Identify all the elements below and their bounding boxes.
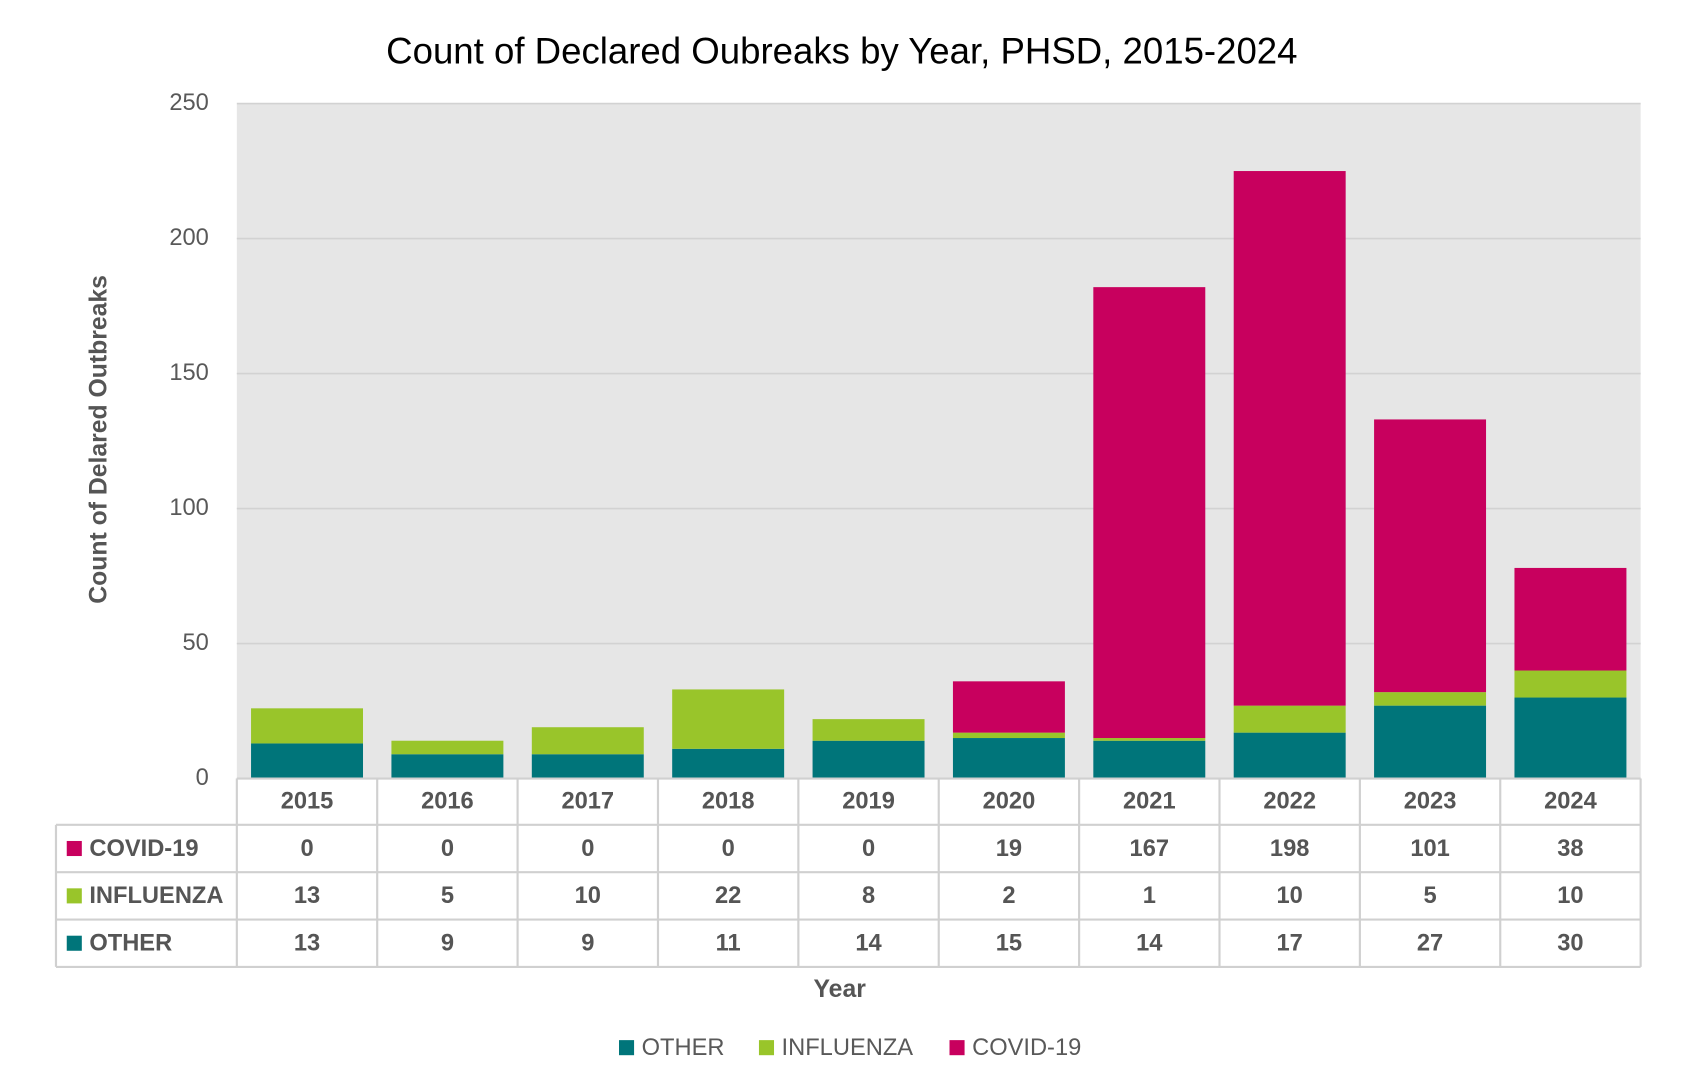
y-tick-label: 150 — [169, 360, 209, 386]
y-tick-label: 250 — [169, 90, 209, 116]
table-row-label: COVID-19 — [89, 836, 198, 862]
legend-label: COVID-19 — [972, 1035, 1081, 1061]
table-value: 8 — [862, 883, 875, 909]
table-value: 19 — [996, 836, 1022, 862]
table-value: 17 — [1277, 931, 1303, 957]
bar-segment — [1093, 287, 1206, 739]
bar-segment — [531, 727, 644, 755]
legend-key — [758, 1040, 775, 1056]
bar-segment — [1514, 567, 1627, 671]
table-row-label: INFLUENZA — [89, 883, 223, 909]
table-value: 5 — [441, 883, 454, 909]
x-tick-label: 2023 — [1404, 788, 1457, 814]
table-value: 167 — [1130, 836, 1170, 862]
x-tick-label: 2024 — [1544, 788, 1597, 814]
table-value: 15 — [996, 931, 1022, 957]
x-tick-label: 2016 — [421, 788, 474, 814]
legend-key — [949, 1040, 965, 1056]
bar-segment — [251, 743, 364, 779]
table-value: 38 — [1557, 836, 1583, 862]
bar-segment — [251, 708, 364, 744]
table-value: 0 — [441, 836, 454, 862]
table-value: 0 — [581, 836, 594, 862]
bar-segment — [672, 748, 785, 779]
table-value: 11 — [716, 931, 741, 957]
table-value: 10 — [1557, 883, 1583, 909]
bar-segment — [812, 740, 925, 779]
bar-segment — [1233, 171, 1346, 706]
table-value: 13 — [294, 931, 320, 957]
bar-segment — [1374, 419, 1487, 693]
bar-segment — [672, 689, 785, 749]
table-value: 101 — [1410, 836, 1449, 862]
table-value: 1 — [1143, 883, 1156, 909]
x-tick-label: 2015 — [281, 788, 334, 814]
bar-segment — [1093, 738, 1206, 741]
bar-segment — [812, 719, 925, 741]
table-value: 9 — [581, 931, 594, 957]
bar-segment — [1514, 697, 1627, 779]
legend-key — [619, 1040, 635, 1056]
y-tick-label: 200 — [169, 225, 209, 251]
table-value: 10 — [575, 883, 601, 909]
bar-segment — [1514, 670, 1627, 698]
table-value: 14 — [1136, 931, 1163, 957]
table-value: 14 — [855, 931, 882, 957]
bar-segment — [1374, 705, 1487, 779]
table-value: 10 — [1277, 883, 1303, 909]
table-value: 198 — [1270, 836, 1309, 862]
table-legend-key — [66, 840, 82, 857]
bar-segment — [1374, 692, 1487, 706]
x-tick-label: 2017 — [561, 788, 614, 814]
table-value: 30 — [1557, 931, 1583, 957]
chart-title: Count of Declared Oubreaks by Year, PHSD… — [386, 31, 1297, 72]
table-value: 5 — [1423, 883, 1436, 909]
x-tick-label: 2022 — [1263, 788, 1316, 814]
table-legend-key — [66, 888, 82, 904]
y-axis-title: Count of Delared Outbreaks — [86, 275, 113, 604]
table-row-label: OTHER — [89, 931, 172, 957]
bar-segment — [1093, 740, 1206, 779]
y-tick-label: 50 — [183, 630, 209, 656]
bar-segment — [1233, 705, 1346, 733]
bar-segment — [391, 754, 504, 779]
bar-segment — [531, 754, 644, 779]
table-value: 2 — [1002, 883, 1015, 909]
bar-segment — [952, 738, 1065, 779]
x-tick-label: 2018 — [702, 788, 755, 814]
table-value: 0 — [862, 836, 875, 862]
x-axis-title: Year — [814, 976, 867, 1003]
table-legend-key — [66, 935, 82, 951]
legend-label: OTHER — [642, 1035, 725, 1061]
table-value: 22 — [715, 883, 741, 909]
bar-segment — [952, 732, 1065, 739]
bar-segment — [391, 740, 504, 755]
table-value: 9 — [441, 931, 454, 957]
bar-segment — [952, 681, 1065, 733]
table-value: 27 — [1417, 931, 1443, 957]
x-tick-label: 2019 — [842, 788, 895, 814]
table-value: 0 — [722, 836, 735, 862]
table-value: 0 — [300, 836, 313, 862]
y-tick-label: 0 — [196, 765, 209, 791]
x-tick-label: 2020 — [983, 788, 1036, 814]
table-value: 13 — [294, 883, 320, 909]
bar-segment — [1233, 732, 1346, 779]
legend-label: INFLUENZA — [782, 1035, 914, 1061]
y-tick-label: 100 — [169, 495, 209, 521]
x-tick-label: 2021 — [1123, 788, 1176, 814]
